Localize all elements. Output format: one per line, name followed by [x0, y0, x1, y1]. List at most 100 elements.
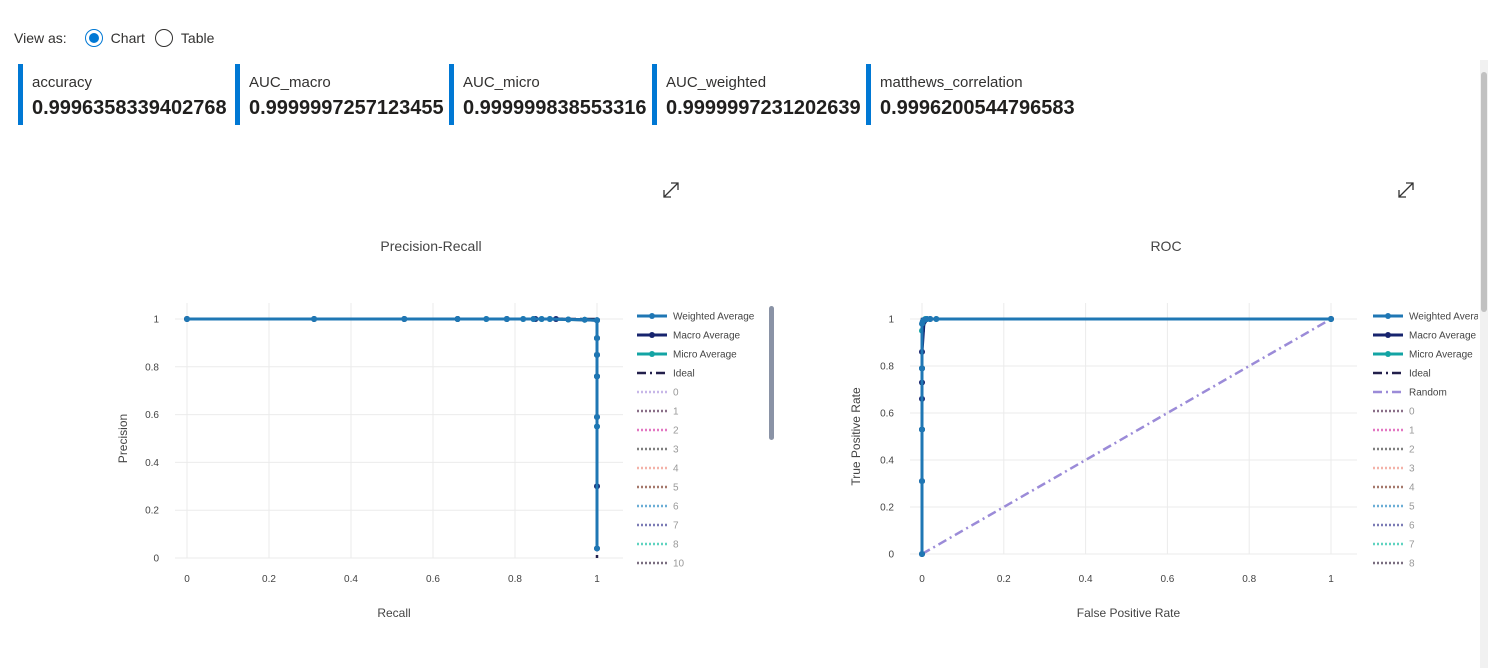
data-point [538, 316, 545, 322]
legend-label: Micro Average [1409, 350, 1473, 361]
page-scrollbar[interactable] [1480, 60, 1488, 668]
metric-value: 0.9999997257123455 [249, 97, 444, 119]
legend-label: 7 [1409, 540, 1415, 551]
legend-label: 4 [673, 464, 679, 475]
legend-marker [649, 332, 655, 338]
y-axis-title: Precision [116, 414, 130, 463]
x-tick-label: 0.8 [508, 574, 522, 585]
legend-scrollbar[interactable] [769, 306, 774, 440]
legend: Weighted Average Macro Average Micro Avera… [1373, 312, 1480, 570]
data-point [594, 351, 600, 358]
metric-value: 0.999999838553316 [463, 97, 647, 119]
legend-label: Weighted Average [673, 312, 755, 323]
series-line [187, 317, 599, 549]
metric-value: 0.9996200544796583 [880, 97, 1075, 119]
y-axis-title: True Positive Rate [849, 387, 863, 486]
data-point [401, 316, 408, 322]
data-point [1328, 316, 1334, 322]
legend-label: 6 [1409, 521, 1415, 532]
data-point [184, 316, 190, 322]
chart-title-roc: ROC [1150, 238, 1182, 254]
metric-name: AUC_macro [249, 74, 331, 91]
legend-label: 1 [673, 407, 679, 418]
data-point [594, 317, 600, 324]
y-tick-label: 0.2 [880, 503, 894, 514]
data-point [919, 551, 925, 557]
legend-label: 7 [673, 521, 679, 532]
x-tick-label: 0.8 [1242, 574, 1256, 585]
x-tick-label: 0.2 [997, 574, 1011, 585]
legend-label: Random [1409, 388, 1447, 399]
radio-selected-icon[interactable] [84, 29, 103, 47]
radio-table[interactable]: Table [154, 29, 214, 47]
x-tick-label: 0.4 [1079, 574, 1093, 585]
radio-chart[interactable]: Chart [84, 29, 145, 47]
legend-label: 8 [673, 540, 679, 551]
data-point [594, 413, 600, 420]
metric-card-matthews-correlation: matthews_correlation 0.9996200544796583 [866, 64, 1078, 125]
metric-name: AUC_micro [463, 74, 540, 91]
radio-unselected-icon[interactable] [154, 29, 173, 47]
data-point [933, 316, 940, 322]
data-point [594, 423, 600, 430]
x-tick-label: 1 [1328, 574, 1334, 585]
legend-marker [649, 351, 655, 357]
legend-label: 0 [1409, 407, 1415, 418]
y-tick-label: 0.6 [145, 410, 159, 421]
legend-label: Macro Average [1409, 331, 1477, 342]
data-point [919, 365, 925, 372]
legend-label: 3 [673, 445, 679, 456]
legend-marker [1385, 332, 1391, 338]
roc-chart: 0 0.2 0.4 0.6 0.8 1 0 0.2 0.4 0.6 0.8 1 False Positi… [849, 303, 1480, 620]
x-axis-title: Recall [377, 606, 410, 620]
data-point [530, 316, 537, 322]
legend-label: Ideal [1409, 369, 1431, 380]
legend-label: Weighted Average [1409, 312, 1480, 323]
metric-value: 0.9999997231202639 [666, 97, 861, 119]
precision-recall-chart: 0 0.2 0.4 0.6 0.8 100.20.40.60.81RecallPrecis… [116, 303, 774, 620]
page-scrollbar-thumb[interactable] [1481, 72, 1487, 312]
data-point [546, 316, 553, 322]
y-tick-label: 1 [153, 315, 159, 326]
data-point [927, 316, 934, 322]
metric-card-auc-macro: AUC_macro 0.9999997257123455 [235, 64, 444, 125]
view-as-label: View as: [14, 30, 67, 46]
data-point [594, 373, 600, 380]
metric-name: AUC_weighted [666, 74, 767, 91]
y-tick-label: 0.4 [145, 458, 159, 469]
x-tick-label: 0.2 [262, 574, 276, 585]
expand-diagonal-icon[interactable] [662, 181, 680, 199]
expand-diagonal-icon[interactable] [1397, 181, 1415, 199]
legend-label: 6 [673, 502, 679, 513]
y-tick-label: 0.8 [880, 362, 894, 373]
data-point [919, 478, 925, 485]
data-point [594, 335, 600, 342]
legend-label: 1 [1409, 426, 1415, 437]
data-point [919, 426, 925, 433]
legend-marker [1385, 351, 1391, 357]
legend-label: 0 [673, 388, 679, 399]
y-tick-label: 0.8 [145, 362, 159, 373]
data-point [311, 316, 318, 322]
legend-label: 4 [1409, 483, 1415, 494]
metric-value: 0.9996358339402768 [32, 97, 227, 119]
y-tick-label: 1 [888, 315, 894, 326]
y-tick-label: 0.6 [880, 409, 894, 420]
series-line [187, 317, 599, 549]
legend-label: Macro Average [673, 331, 741, 342]
x-tick-label: 0 [184, 574, 190, 585]
x-tick-label: 0 [919, 574, 925, 585]
legend-label: Micro Average [673, 350, 737, 361]
data-point [594, 545, 600, 552]
legend-marker [649, 313, 655, 319]
chart-title-precision-recall: Precision-Recall [380, 238, 482, 254]
data-point [581, 316, 588, 323]
metric-card-auc-micro: AUC_micro 0.999999838553316 [449, 64, 647, 125]
legend-marker [1385, 313, 1391, 319]
legend: Weighted Average Macro Average Micro Avera… [637, 312, 755, 570]
metric-name: accuracy [32, 74, 93, 91]
series-line [921, 317, 1332, 556]
data-point [503, 316, 510, 322]
legend-label: 10 [673, 559, 685, 570]
y-tick-label: 0 [153, 554, 159, 565]
